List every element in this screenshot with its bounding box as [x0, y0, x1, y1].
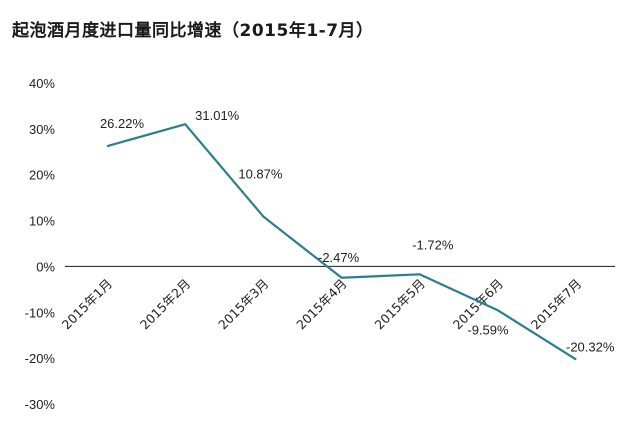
data-label: 10.87% [238, 167, 283, 182]
data-label: 26.22% [100, 116, 145, 131]
chart-title: 起泡酒月度进口量同比增速（2015年1-7月） [12, 21, 374, 41]
x-axis: 2015年1月 2015年2月 2015年3月 2015年4月 2015年5月 2015年… [59, 265, 615, 332]
data-label: -20.32% [566, 340, 615, 355]
series-layer [106, 123, 577, 361]
y-tick-label: 0% [36, 259, 55, 274]
x-tick-label: 2015年5月 [372, 276, 428, 332]
data-label: -9.59% [467, 322, 509, 337]
data-label: -2.47% [318, 250, 360, 265]
x-tick-label: 2015年3月 [215, 276, 271, 332]
y-tick-label: 30% [29, 122, 55, 137]
y-tick-label: 10% [29, 214, 55, 229]
series-line [106, 123, 577, 361]
data-label: 31.01% [195, 108, 240, 123]
data-label: -1.72% [412, 237, 454, 252]
y-tick-label: -10% [25, 305, 56, 320]
data-labels: 26.22% 31.01% 10.87% -2.47% -1.72% -9.59% -20.… [100, 108, 615, 354]
y-tick-label: 20% [29, 168, 55, 183]
x-tick-label: 2015年1月 [59, 276, 115, 332]
y-tick-label: -30% [25, 397, 56, 412]
y-axis: 40% 30% 20% 10% 0% -10% -20% -30% [25, 76, 56, 412]
y-tick-label: 40% [29, 76, 55, 91]
x-tick-label: 2015年4月 [293, 276, 349, 332]
x-tick-label: 2015年2月 [137, 276, 193, 332]
y-tick-label: -20% [25, 351, 56, 366]
x-tick-label: 2015年7月 [528, 276, 584, 332]
